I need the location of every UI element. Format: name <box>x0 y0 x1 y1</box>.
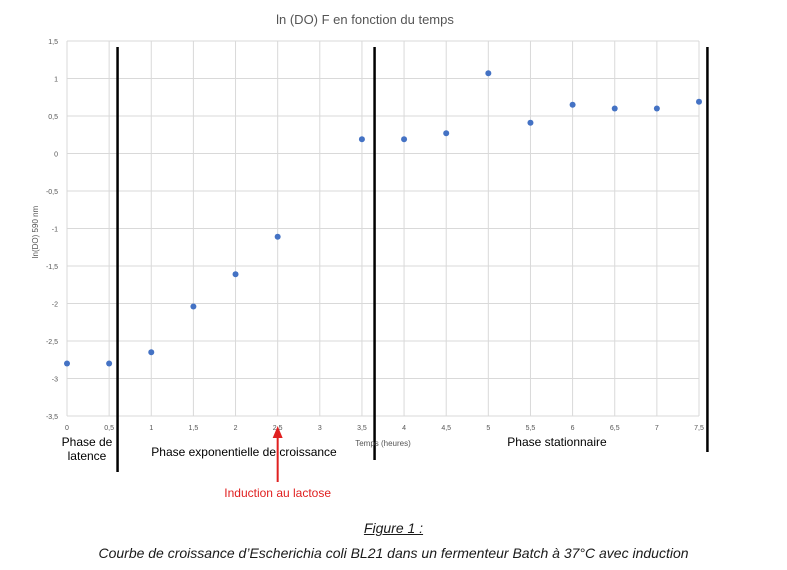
growth-chart: ln (DO) F en fonction du temps ln(DO) 59… <box>31 12 709 500</box>
data-points <box>64 70 702 367</box>
data-point <box>611 105 618 112</box>
x-tick-label: 6,5 <box>610 425 620 432</box>
phase-label-stationnaire: Phase stationnaire <box>507 435 607 449</box>
y-tick-label: 1,5 <box>48 39 58 46</box>
data-point <box>148 349 155 356</box>
x-tick-label: 0,5 <box>104 425 114 432</box>
figure-caption-title: Figure 1 : <box>363 520 424 536</box>
y-tick-label: 0 <box>54 152 58 159</box>
data-point <box>358 136 365 143</box>
y-tick-label: 1 <box>54 77 58 84</box>
data-point <box>232 271 239 278</box>
data-point <box>569 101 576 108</box>
y-tick-label: -3,5 <box>46 414 58 421</box>
annotation-arrow-head <box>272 426 283 438</box>
phase-label-latence: Phase de latence <box>62 435 113 463</box>
x-tick-label: 6 <box>571 425 575 432</box>
x-tick-label: 3 <box>318 425 322 432</box>
x-tick-label: 3,5 <box>357 425 367 432</box>
y-tick-label: -2,5 <box>46 339 58 346</box>
annotation-label: Induction au lactose <box>224 486 331 500</box>
data-point <box>64 360 70 367</box>
x-tick-label: 4,5 <box>441 425 451 432</box>
data-point <box>653 105 660 112</box>
phase-labels: Phase de latence Phase exponentielle de cr… <box>62 435 607 463</box>
data-point <box>190 303 197 310</box>
x-tick-label: 1,5 <box>189 425 199 432</box>
data-point <box>696 98 702 105</box>
x-tick-label: 0 <box>65 425 69 432</box>
data-point <box>106 360 113 367</box>
x-tick-label: 7,5 <box>694 425 704 432</box>
x-tick-label: 1 <box>149 425 153 432</box>
y-tick-label: -3 <box>52 377 58 384</box>
data-point <box>401 136 408 143</box>
data-point <box>527 119 534 126</box>
x-tick-label: 4 <box>402 425 406 432</box>
y-tick-label: -1 <box>52 227 58 234</box>
data-point <box>274 233 281 240</box>
phase-label-exponentielle: Phase exponentielle de croissance <box>151 445 337 459</box>
x-axis-label: Temps (heures) <box>355 439 411 448</box>
y-tick-label: 0,5 <box>48 114 58 121</box>
figure-caption-text: Courbe de croissance d’Escherichia coli … <box>98 545 689 561</box>
data-point <box>443 130 450 137</box>
y-axis-label: ln(DO) 590 nm <box>31 205 40 258</box>
phase-boundaries <box>116 47 709 472</box>
induction-annotation: Induction au lactose <box>224 426 331 500</box>
x-tick-label: 7 <box>655 425 659 432</box>
x-tick-label: 2 <box>234 425 238 432</box>
y-tick-label: -0,5 <box>46 189 58 196</box>
chart-title: ln (DO) F en fonction du temps <box>276 12 454 27</box>
grid <box>66 40 700 417</box>
data-point <box>485 70 492 77</box>
y-tick-label: -2 <box>52 302 58 309</box>
x-tick-label: 5 <box>486 425 490 432</box>
y-tick-label: -1,5 <box>46 264 58 271</box>
x-tick-label: 5,5 <box>526 425 536 432</box>
